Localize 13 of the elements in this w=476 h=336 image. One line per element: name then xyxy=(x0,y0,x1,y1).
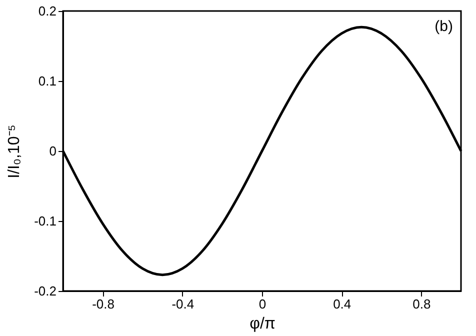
y-tick-label: 0.1 xyxy=(38,74,56,88)
y-tick-label: -0.1 xyxy=(34,214,56,228)
x-tick-label: -0.4 xyxy=(172,296,194,312)
x-tick-label: -0.8 xyxy=(92,296,115,312)
x-tick-label: 0 xyxy=(258,296,266,312)
x-tick-label: 0.4 xyxy=(333,296,352,312)
y-tick-label: 0.2 xyxy=(38,4,56,18)
annotation: (b) xyxy=(434,18,453,35)
x-axis-title: φ/π xyxy=(250,316,276,332)
x-tick-label: 0.8 xyxy=(412,296,431,312)
y-tick-label: 0 xyxy=(49,144,56,158)
y-axis-title: I/I₀,10⁻⁵ xyxy=(6,124,24,178)
y-tick-label: -0.2 xyxy=(34,284,56,298)
